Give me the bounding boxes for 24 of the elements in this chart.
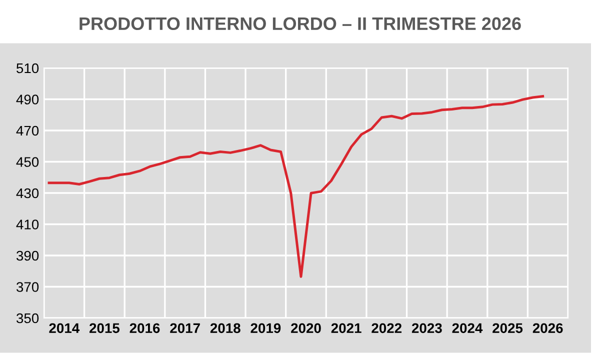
x-tick-label: 2018 [210, 323, 240, 334]
y-tick-label: 410 [16, 220, 39, 230]
x-tick-label: 2014 [49, 323, 80, 334]
x-tick-label: 2019 [250, 323, 281, 334]
y-tick-label: 470 [16, 126, 39, 136]
x-tick-label: 2023 [412, 323, 442, 334]
y-tick-label: 350 [16, 313, 39, 324]
x-tick-label: 2021 [331, 323, 362, 334]
x-tick-label: 2016 [130, 323, 160, 334]
y-tick-label: 490 [16, 94, 39, 104]
line-series [48, 95, 544, 278]
y-tick-label: 450 [16, 157, 39, 167]
x-tick-label: 2024 [452, 323, 483, 334]
y-tick-label: 510 [16, 63, 39, 74]
y-tick-label: 370 [16, 282, 39, 292]
x-tick-label: 2020 [291, 323, 321, 334]
x-tick-label: 2026 [532, 323, 563, 334]
x-tick-label: 2022 [372, 323, 402, 334]
y-tick-label: 390 [16, 250, 39, 261]
x-tick-label: 2017 [170, 323, 200, 334]
x-tick-label: 2025 [492, 323, 523, 334]
chart-title: PRODOTTO INTERNO LORDO – II TRIMESTRE 2026 [80, 17, 521, 30]
x-tick-label: 2015 [89, 323, 120, 334]
y-tick-label: 430 [16, 188, 39, 198]
